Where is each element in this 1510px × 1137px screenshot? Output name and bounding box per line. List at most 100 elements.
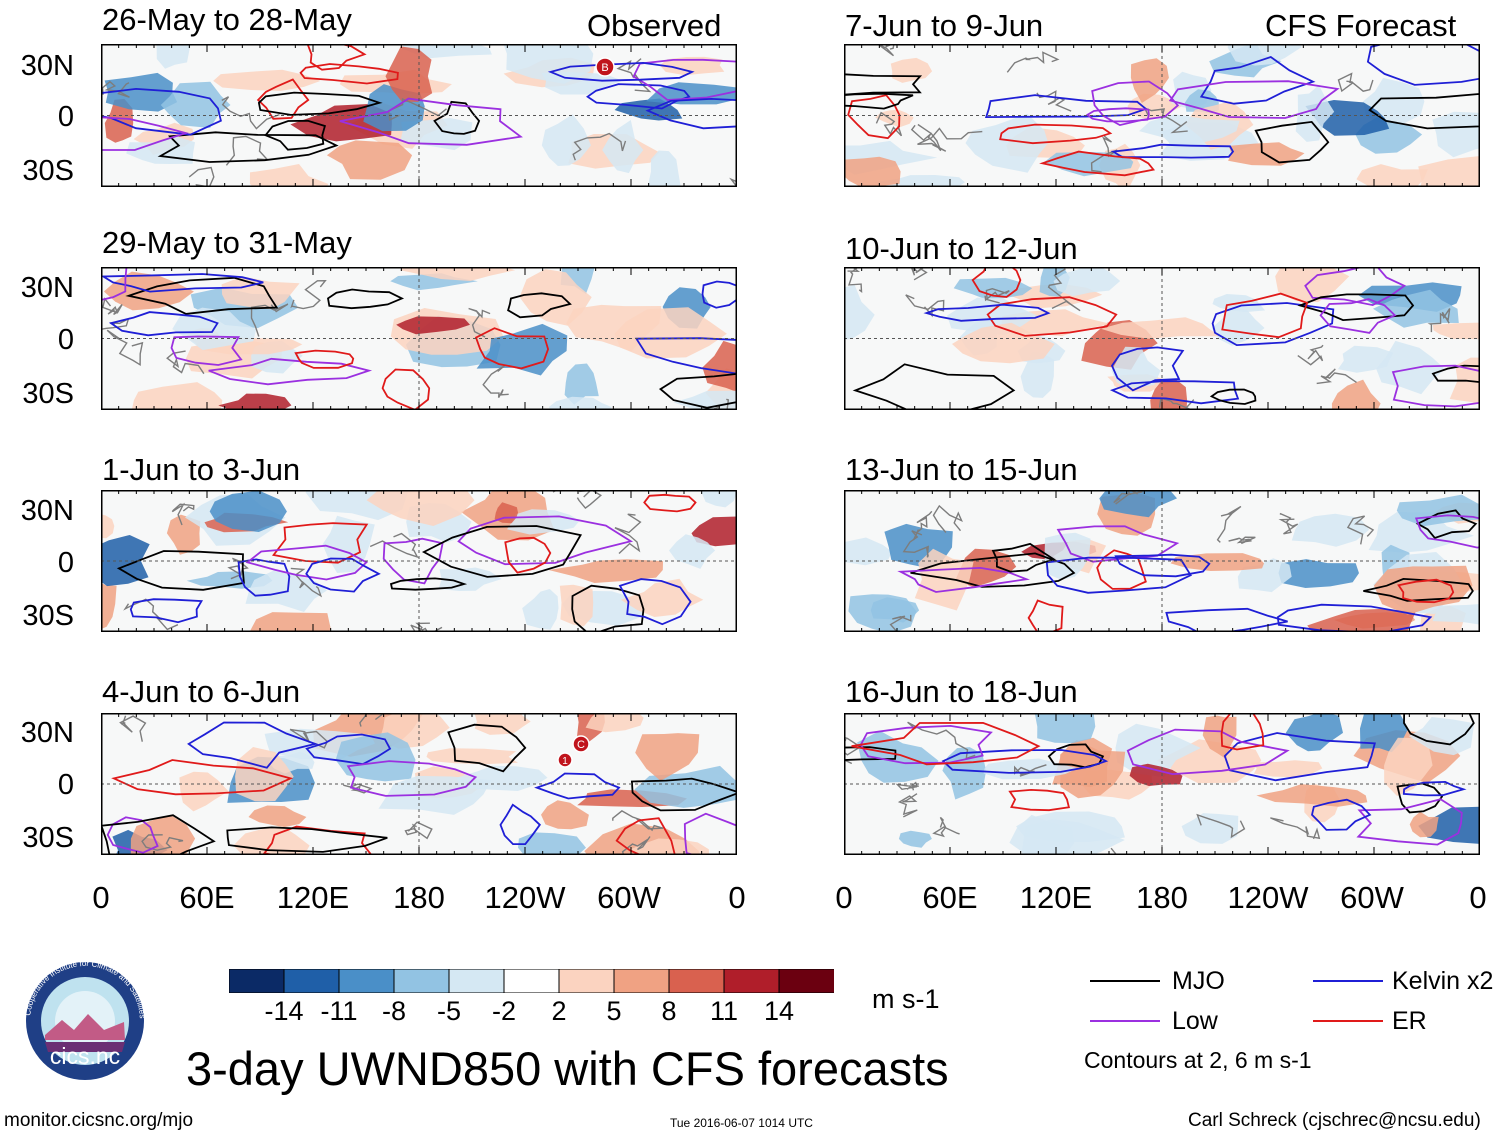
coastline [614,513,642,555]
colorbar-swatch [448,969,505,993]
anomaly-shade [702,340,737,393]
anomaly-shade [221,276,300,310]
contour-line [1297,293,1415,322]
coastline [482,365,509,398]
contour-line [245,544,368,581]
coastline [902,530,929,558]
contour-line [586,83,691,110]
contour-line [1221,292,1309,339]
anomaly-shade [166,514,201,555]
contour-line [1091,80,1180,127]
anomaly-shade [1129,763,1183,786]
anomaly-shade [1170,553,1264,571]
contour-line [547,61,695,82]
anomaly-shade [548,559,663,583]
legend-label-kelvin: Kelvin x2 [1392,967,1494,995]
coastline [166,350,205,375]
contour-line [1209,388,1257,405]
coastline [221,96,280,130]
ylab-30s-2: 30S [22,378,74,410]
anomaly-shade [104,72,178,112]
contour-line [1368,93,1480,130]
coastline [875,111,903,137]
ylab-eq-3: 0 [57,547,74,579]
anomaly-shade [1139,114,1240,149]
anomaly-shade [426,748,519,765]
contour-line [1110,346,1185,392]
coastline [369,532,419,559]
contour-line [534,772,621,800]
anomaly-shade [898,830,932,848]
cb-label-3: -5 [436,996,462,1026]
contour-line [844,73,923,96]
colorbar-swatch [393,969,450,993]
contour-line [851,721,1041,766]
anomaly-shade [474,713,531,735]
contour-line [701,280,737,309]
contour-line [1085,107,1150,123]
colorbar-swatch [229,969,285,993]
anomaly-shade [1278,559,1359,588]
contour-line [1165,607,1288,632]
anomaly-shade [630,838,710,855]
contour-line [389,577,468,591]
coastline [404,821,433,840]
contour-line [226,826,388,853]
anomaly-shade [101,514,115,539]
coastline [1113,490,1143,505]
coastline [359,713,368,727]
contour-line [897,566,1031,593]
footer-timestamp: Tue 2016-06-07 1014 UTC [670,1116,813,1130]
anomaly-shade [1307,608,1416,632]
anomaly-shade [1291,513,1370,547]
legend-line-mjo [1090,980,1160,982]
contour-line [844,746,897,761]
contour-line [116,550,245,591]
contour-line [1045,556,1192,594]
ylab-eq-2: 0 [57,324,74,356]
contour-line [339,97,523,146]
coastline [1346,515,1375,545]
coastline [897,793,918,818]
contour-line [108,311,219,337]
contour-line [971,267,1022,298]
ylab-30s-3: 30S [22,600,74,632]
coastline [910,123,942,152]
anomaly-shade [1409,811,1439,838]
contour-line [847,94,901,140]
xlab-left-120w: 120W [484,880,566,915]
contour-line [157,131,339,163]
ylab-eq-4: 0 [57,769,74,801]
anomaly-shade [1373,565,1473,615]
ylab-30s-4: 30S [22,822,74,854]
coastline [141,834,184,851]
anomaly-shade [844,284,875,341]
contour-line [571,584,645,632]
cb-label-6: 5 [606,996,622,1026]
coastline [119,715,147,742]
contour-line [101,273,264,293]
footer-url[interactable]: monitor.cicsnc.org/mjo [4,1110,194,1131]
anomaly-shade [101,582,117,630]
colorbar-swatch [503,969,560,993]
contour-line [507,292,572,319]
coastline [1047,268,1081,312]
contour-line [1114,553,1211,578]
panel-title-fc-4: 16-Jun to 18-Jun [845,674,1078,709]
contour-line [305,733,392,766]
contour-line [910,552,1076,588]
colorbar-swatch [723,969,780,993]
coastline [907,721,976,760]
anomaly-shade [1020,351,1055,398]
map-panel-observed-3 [101,490,737,632]
anomaly-shade [585,713,644,733]
anomaly-shade [857,730,939,783]
anomaly-shade [235,747,294,802]
footer-author: Carl Schreck (cjschrec@ncsu.edu) [1188,1110,1481,1131]
xlab-right-120e: 120E [1019,880,1093,915]
coastline [171,502,195,526]
contour-line [1109,380,1240,405]
anomaly-shade [1130,58,1169,103]
anomaly-shade [385,46,433,102]
anomaly-shade [691,516,737,547]
